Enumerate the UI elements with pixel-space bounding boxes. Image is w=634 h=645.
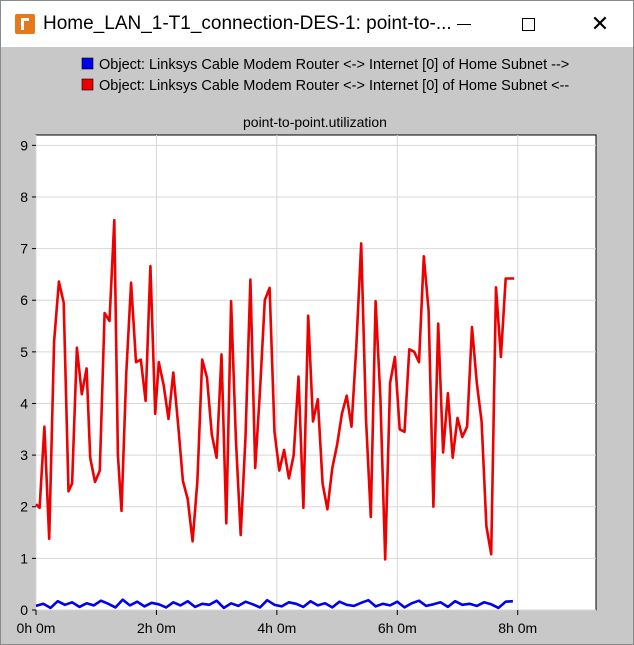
y-tick-label: 2 <box>20 499 28 515</box>
legend-label-2: Object: Linksys Cable Modem Router <-> I… <box>99 78 569 94</box>
axis-ticks: 0 1 2 3 4 5 6 7 8 9 0h 0m 2h 0m 4h 0m 6h 0m 8h 0m <box>17 137 538 636</box>
x-tick-label: 8h 0m <box>498 620 537 636</box>
x-tick-label: 2h 0m <box>137 620 176 636</box>
y-tick-label: 4 <box>20 395 28 411</box>
close-button[interactable]: ✕ <box>577 1 623 47</box>
series-line-1 <box>35 598 513 610</box>
legend: Object: Linksys Cable Modem Router <-> I… <box>81 57 569 94</box>
close-icon: ✕ <box>590 11 610 36</box>
series-line-2 <box>35 218 515 561</box>
window-title: Home_LAN_1-T1_connection-DES-1: point-to… <box>43 13 452 34</box>
y-tick-label: 1 <box>20 550 28 566</box>
y-tick-label: 6 <box>20 292 28 308</box>
legend-label-1: Object: Linksys Cable Modem Router <-> I… <box>99 57 569 73</box>
y-tick-label: 3 <box>20 447 28 463</box>
maximize-icon <box>521 17 535 31</box>
series-layer <box>35 218 515 610</box>
chart: Object: Linksys Cable Modem Router <-> I… <box>17 57 597 636</box>
x-tick-label: 0h 0m <box>17 620 56 636</box>
y-tick-label: 8 <box>20 189 28 205</box>
minimize-icon <box>457 23 471 25</box>
plot-area <box>35 134 597 611</box>
title-bar[interactable]: Home_LAN_1-T1_connection-DES-1: point-to… <box>1 1 633 47</box>
y-tick-label: 5 <box>20 344 28 360</box>
chart-title: point-to-point.utilization <box>243 114 387 130</box>
y-tick-label: 7 <box>20 241 28 257</box>
legend-swatch-2 <box>81 78 94 91</box>
app-icon <box>15 14 35 34</box>
maximize-button[interactable] <box>505 1 551 47</box>
y-tick-label: 0 <box>20 602 28 618</box>
legend-swatch-1 <box>81 57 94 70</box>
minimize-button[interactable] <box>441 1 487 47</box>
x-tick-label: 6h 0m <box>378 620 417 636</box>
chart-panel: Object: Linksys Cable Modem Router <-> I… <box>8 48 627 638</box>
y-tick-label: 9 <box>20 137 28 153</box>
x-tick-label: 4h 0m <box>257 620 296 636</box>
